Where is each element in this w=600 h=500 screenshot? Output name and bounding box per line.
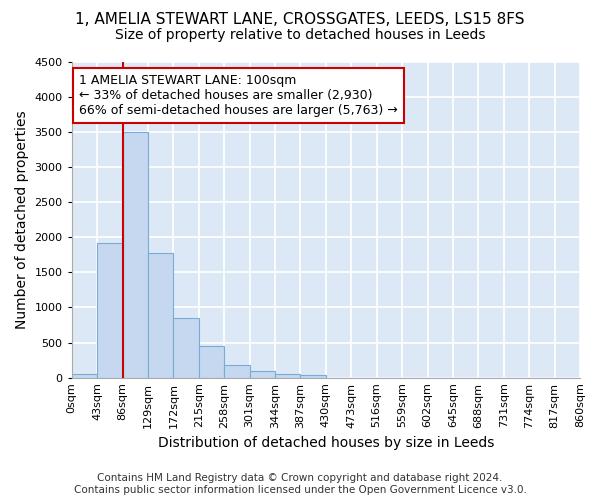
- Bar: [148, 253, 173, 378]
- Bar: [301, 375, 326, 378]
- Bar: [224, 366, 250, 378]
- Bar: [250, 372, 275, 378]
- Bar: [122, 132, 148, 378]
- X-axis label: Distribution of detached houses by size in Leeds: Distribution of detached houses by size …: [158, 436, 494, 450]
- Bar: [72, 374, 97, 378]
- Text: 1, AMELIA STEWART LANE, CROSSGATES, LEEDS, LS15 8FS: 1, AMELIA STEWART LANE, CROSSGATES, LEED…: [75, 12, 525, 28]
- Bar: [97, 243, 122, 378]
- Text: 1 AMELIA STEWART LANE: 100sqm
← 33% of detached houses are smaller (2,930)
66% o: 1 AMELIA STEWART LANE: 100sqm ← 33% of d…: [79, 74, 398, 117]
- Text: Size of property relative to detached houses in Leeds: Size of property relative to detached ho…: [115, 28, 485, 42]
- Bar: [275, 374, 301, 378]
- Text: Contains HM Land Registry data © Crown copyright and database right 2024.
Contai: Contains HM Land Registry data © Crown c…: [74, 474, 526, 495]
- Bar: [173, 318, 199, 378]
- Y-axis label: Number of detached properties: Number of detached properties: [15, 110, 29, 329]
- Bar: [199, 346, 224, 378]
